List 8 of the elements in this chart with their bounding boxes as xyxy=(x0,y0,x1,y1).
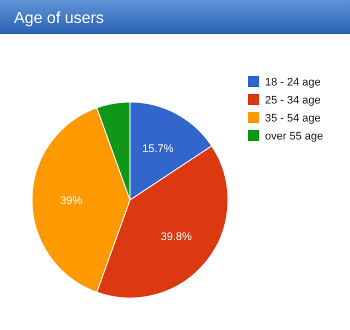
legend-label: 35 - 54 age xyxy=(265,112,321,124)
data-label: 15.7% xyxy=(142,143,174,156)
data-label: 39.8% xyxy=(160,231,192,244)
legend-label: over 55 age xyxy=(265,130,324,142)
legend-label: 25 - 34 age xyxy=(265,94,321,106)
chart-title: Age of users xyxy=(14,10,104,27)
data-label: 39% xyxy=(60,194,82,207)
legend-label: 18 - 24 age xyxy=(265,76,321,88)
